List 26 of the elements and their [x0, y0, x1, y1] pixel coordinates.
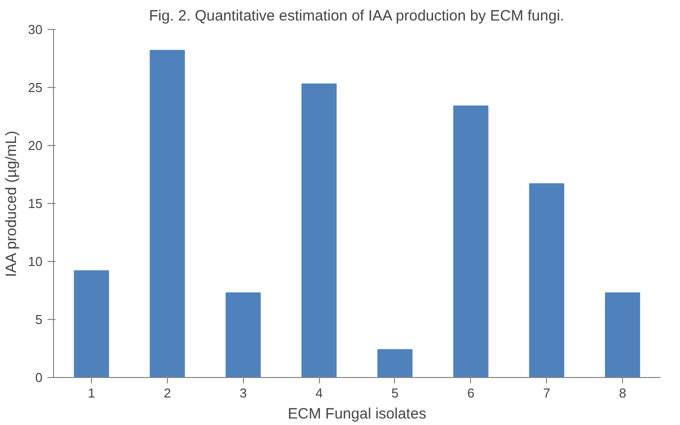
bar [150, 50, 185, 378]
x-tick-label: 8 [618, 386, 626, 400]
x-tick-label: 7 [543, 386, 550, 400]
x-tick-label: 4 [315, 386, 323, 400]
y-tick-label: 25 [28, 80, 43, 95]
bar [604, 292, 640, 378]
bar [301, 84, 337, 378]
bar [529, 183, 564, 378]
x-tick-label: 3 [240, 386, 247, 400]
chart-title: Fig. 2. Quantitative estimation of IAA production by ECM fungi. [148, 8, 564, 24]
y-tick-label: 15 [28, 196, 43, 211]
bar [226, 292, 261, 378]
bar [74, 270, 110, 378]
bar [377, 349, 413, 378]
y-tick-label: 0 [35, 370, 43, 385]
x-axis-title: ECM Fungal isolates [288, 406, 426, 422]
y-axis-title: IAA produced (µg/mL) [3, 130, 20, 278]
bar [453, 106, 488, 378]
x-tick-label: 5 [391, 386, 399, 400]
y-tick-label: 5 [35, 312, 43, 327]
x-tick-label: 6 [467, 386, 474, 400]
x-tick-label: 2 [164, 386, 171, 400]
x-tick-label: 1 [88, 386, 96, 400]
y-tick-label: 10 [28, 254, 43, 269]
y-tick-label: 20 [28, 138, 43, 153]
y-tick-label: 30 [28, 22, 43, 37]
